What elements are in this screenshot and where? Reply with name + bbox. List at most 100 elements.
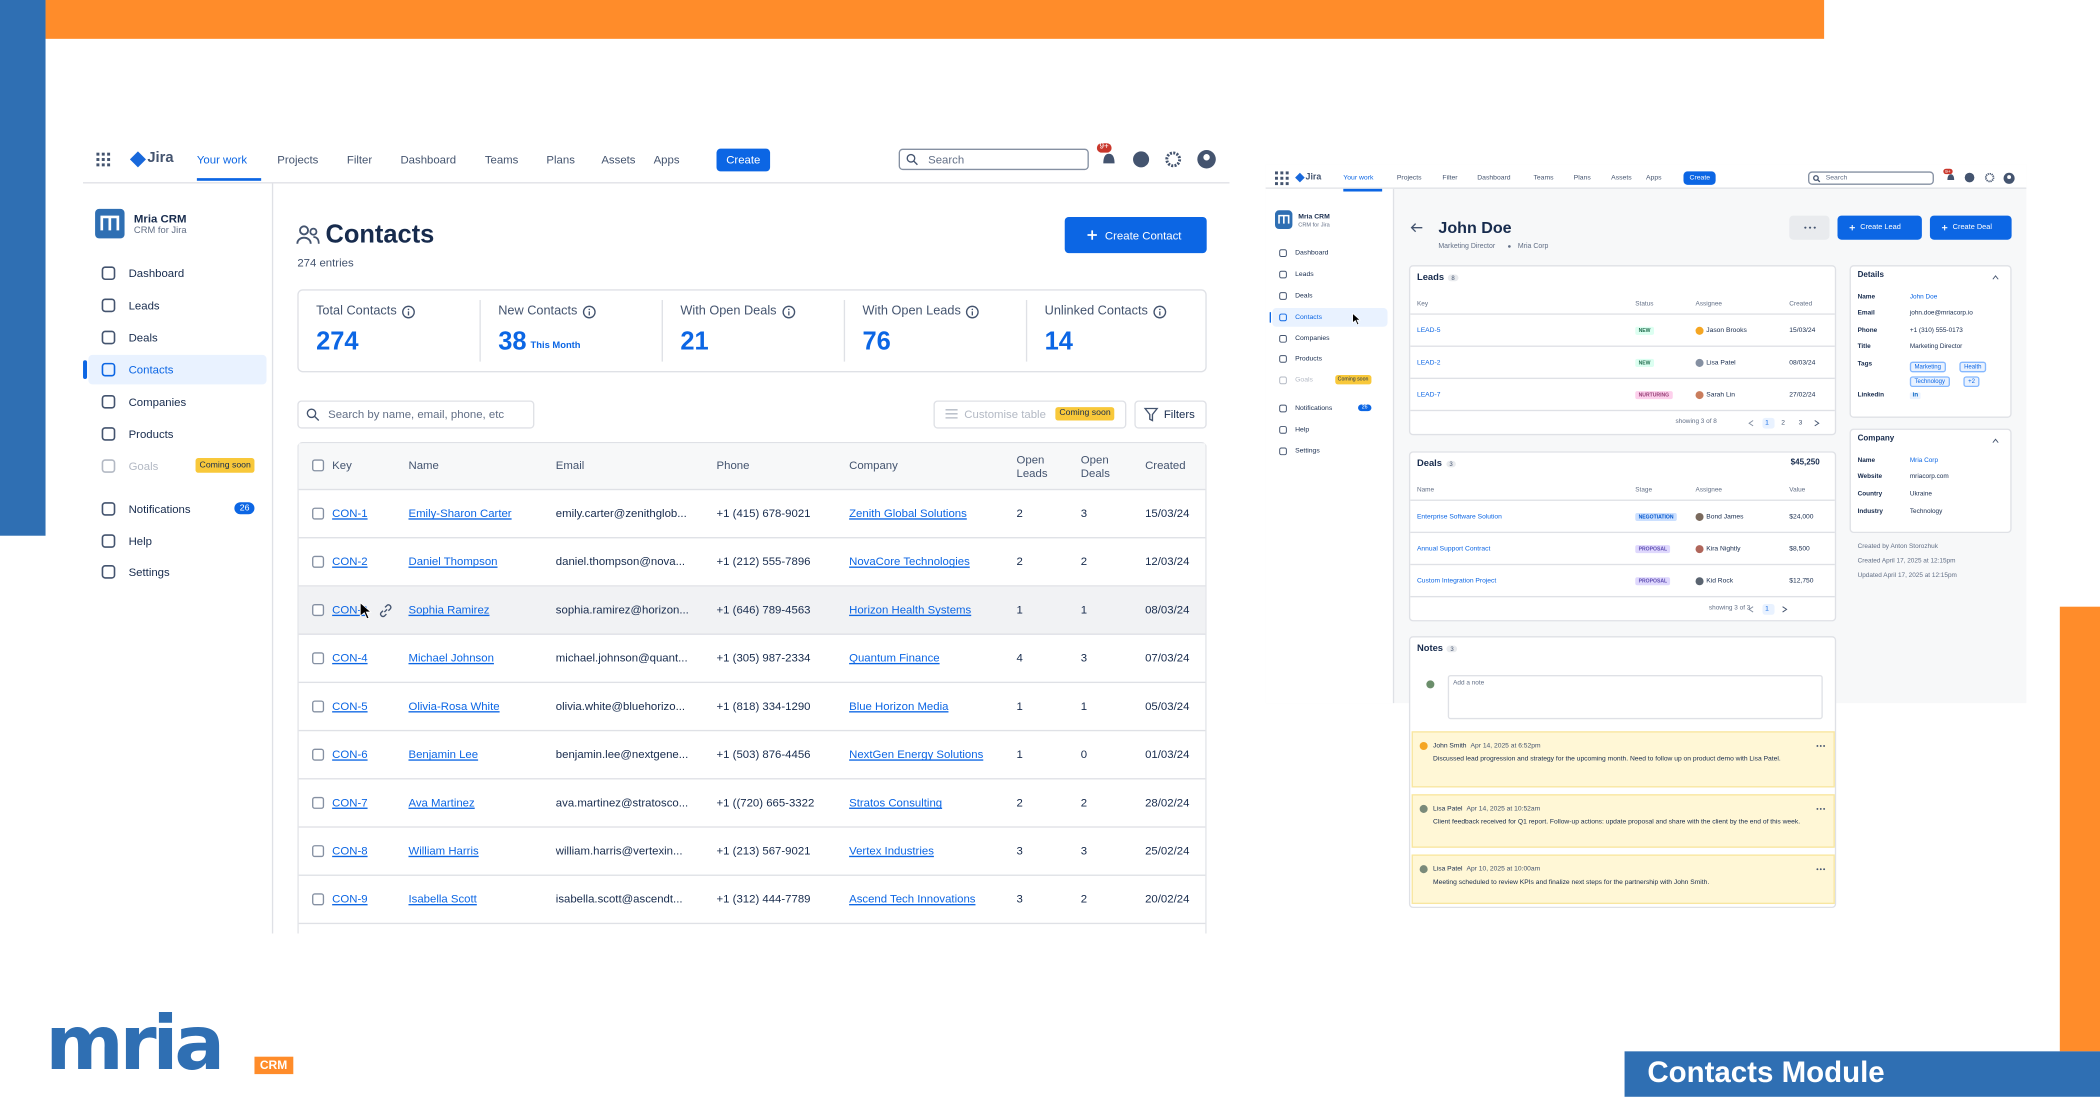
column-header[interactable]: Name [1416, 487, 1435, 495]
column-header[interactable]: Created [1789, 301, 1813, 309]
nav-item[interactable]: Assets [1611, 174, 1632, 183]
nav-item[interactable]: Projects [1396, 174, 1422, 183]
nav-item[interactable]: Plans [546, 152, 575, 166]
nav-item[interactable]: Apps [653, 152, 680, 166]
checkbox[interactable] [312, 796, 325, 809]
checkbox[interactable] [312, 700, 325, 713]
column-header[interactable]: Key [1416, 301, 1429, 309]
row-link[interactable]: Custom Integration Project [1416, 577, 1497, 586]
column-header[interactable]: Stage [1635, 487, 1653, 495]
sidebar-item[interactable]: Leads [128, 298, 160, 312]
page-number[interactable]: 1 [1765, 419, 1769, 428]
field-value[interactable]: Mria Corp [1909, 458, 1939, 465]
checkbox[interactable] [312, 845, 325, 858]
nav-item[interactable]: Dashboard [1477, 174, 1511, 183]
sidebar-item[interactable]: Notifications [1295, 404, 1333, 413]
page-number[interactable]: 1 [1765, 605, 1769, 614]
nav-item[interactable]: Teams [484, 152, 519, 166]
cell[interactable]: Ava Martinez [408, 796, 475, 810]
cell[interactable]: Benjamin Lee [408, 747, 479, 762]
row-link[interactable]: LEAD-5 [1416, 326, 1441, 335]
cell[interactable]: Quantum Finance [849, 651, 940, 665]
sidebar-item[interactable]: Settings [128, 565, 170, 579]
cell[interactable]: Horizon Health Systems [849, 603, 972, 617]
cell[interactable]: CON-7 [332, 796, 368, 810]
cell[interactable]: Stratos Consulting [849, 796, 943, 810]
nav-item[interactable]: Assets [601, 152, 636, 166]
cell[interactable]: Isabella Scott [408, 892, 477, 906]
cell[interactable]: Sophia Ramirez [408, 603, 490, 617]
create-lead-label[interactable]: Create Lead [1860, 223, 1901, 232]
sidebar-item[interactable]: Settings [1295, 447, 1320, 456]
cell[interactable]: CON-4 [332, 651, 368, 665]
checkbox[interactable] [312, 555, 325, 568]
nav-item[interactable]: Your work [1343, 174, 1374, 183]
search-box[interactable] [898, 148, 1089, 171]
column-header[interactable]: Open Leads [1016, 452, 1048, 480]
nav-item[interactable]: Dashboard [400, 152, 457, 166]
checkbox[interactable] [312, 459, 325, 472]
create-contact-label[interactable]: Create Contact [1104, 228, 1182, 243]
cell[interactable]: CON-3 [332, 603, 368, 617]
sidebar-item[interactable]: Help [1295, 425, 1310, 434]
search-box[interactable] [1808, 171, 1934, 185]
tag-chip[interactable]: Technology [1909, 375, 1950, 387]
nav-item[interactable]: Teams [1533, 174, 1554, 183]
sidebar-item[interactable]: Notifications [128, 502, 191, 516]
nav-item[interactable]: Your work [196, 152, 248, 166]
column-header[interactable]: Status [1635, 301, 1654, 309]
linkedin-badge[interactable]: in [1909, 391, 1921, 400]
column-header[interactable]: Assignee [1695, 301, 1722, 309]
column-header[interactable]: Created [1145, 458, 1186, 472]
column-header[interactable]: Company [849, 458, 898, 472]
nav-item[interactable]: Apps [1645, 174, 1662, 183]
cell[interactable]: Zenith Global Solutions [849, 506, 967, 521]
tag-chip[interactable]: Health [1959, 360, 1987, 373]
column-header[interactable]: Key [332, 458, 352, 472]
row-link[interactable]: LEAD-2 [1416, 358, 1441, 367]
cell[interactable]: Vertex Industries [849, 844, 934, 858]
nav-item[interactable]: Plans [1573, 174, 1591, 183]
create-deal-label[interactable]: Create Deal [1952, 223, 1992, 232]
page-number[interactable]: 3 [1798, 419, 1803, 428]
cell[interactable]: Blue Horizon Media [849, 699, 949, 714]
cell[interactable]: NextGen Energy Solutions [849, 747, 984, 762]
cell[interactable]: Michael Johnson [408, 651, 494, 665]
cell[interactable]: CON-2 [332, 554, 368, 569]
checkbox[interactable] [312, 604, 325, 617]
cell[interactable]: Daniel Thompson [408, 554, 498, 569]
sidebar-item[interactable]: Dashboard [128, 266, 185, 280]
filters-button[interactable] [1134, 400, 1207, 429]
field-value[interactable]: John Doe [1909, 294, 1938, 302]
sidebar-item[interactable]: Companies [1295, 334, 1330, 343]
tag-chip[interactable]: Marketing [1909, 360, 1946, 373]
cell[interactable]: CON-1 [332, 506, 368, 521]
nav-item[interactable]: Projects [277, 152, 319, 166]
sidebar-item[interactable]: Products [1295, 354, 1323, 363]
cell[interactable]: NovaCore Technologies [849, 554, 970, 569]
checkbox[interactable] [312, 507, 325, 520]
cell[interactable]: CON-5 [332, 699, 368, 714]
sidebar-item[interactable]: Deals [1295, 291, 1313, 300]
checkbox[interactable] [312, 652, 325, 665]
table-search[interactable] [297, 400, 535, 429]
sidebar-item[interactable]: Leads [1295, 270, 1314, 279]
column-header[interactable]: Value [1789, 487, 1806, 495]
sidebar-item[interactable]: Products [128, 427, 174, 441]
column-header[interactable]: Phone [716, 458, 750, 472]
nav-item[interactable]: Filter [346, 152, 373, 166]
row-link[interactable]: LEAD-7 [1416, 391, 1441, 400]
checkbox[interactable] [312, 748, 325, 761]
sidebar-item[interactable]: Contacts [128, 362, 174, 377]
sidebar-item[interactable]: Companies [128, 394, 187, 409]
checkbox[interactable] [312, 893, 325, 906]
column-header[interactable]: Assignee [1695, 487, 1722, 495]
create-button[interactable]: Create [716, 147, 771, 171]
note-input[interactable] [1447, 675, 1823, 720]
cell[interactable]: CON-9 [332, 892, 368, 906]
cell[interactable]: William Harris [408, 844, 479, 858]
sidebar-item[interactable]: Goals [128, 459, 159, 473]
filters-label[interactable]: Filters [1163, 407, 1195, 422]
column-header[interactable]: Email [555, 458, 585, 472]
column-header[interactable]: Name [408, 458, 439, 472]
